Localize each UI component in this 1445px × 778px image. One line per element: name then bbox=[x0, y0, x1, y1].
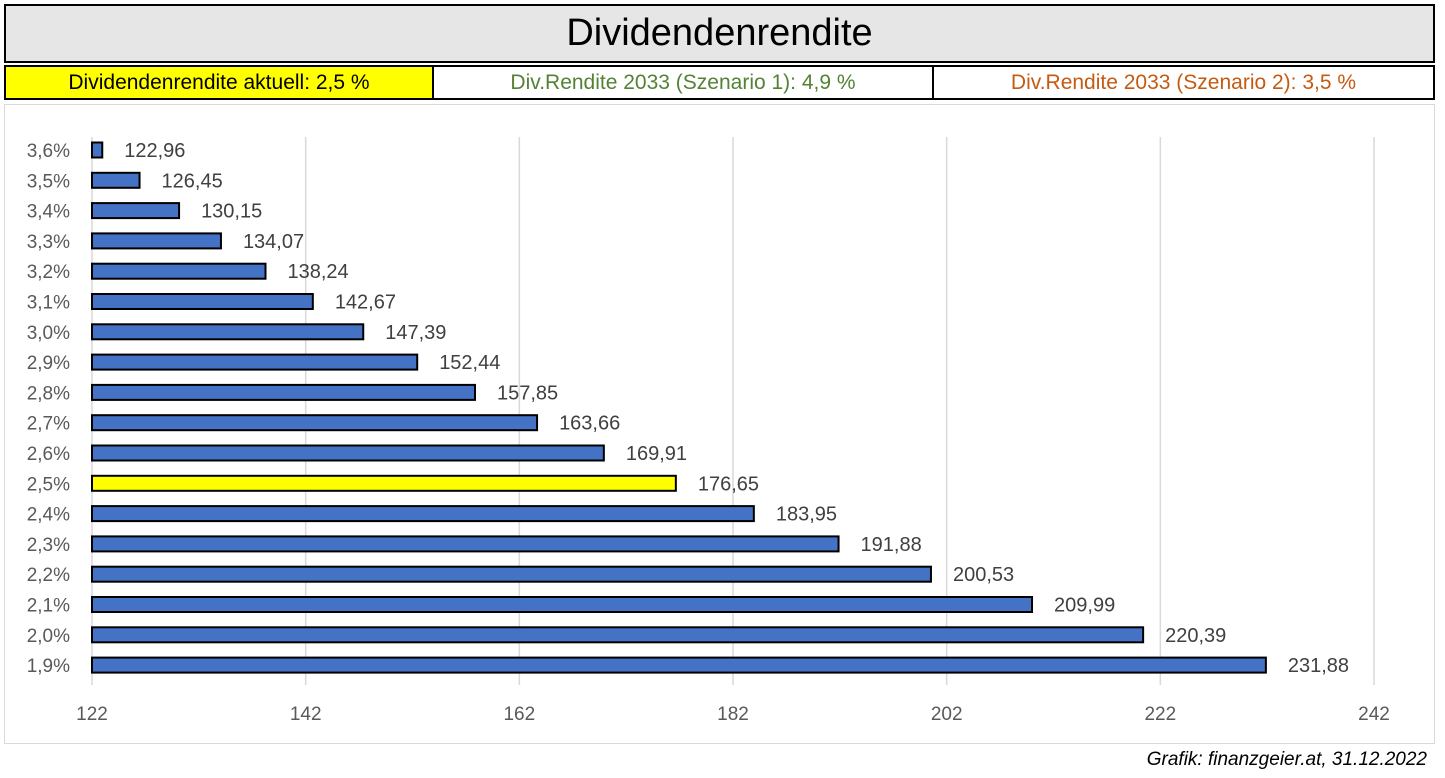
data-label: 200,53 bbox=[953, 564, 1014, 586]
data-label: 122,96 bbox=[124, 140, 185, 162]
data-label: 130,15 bbox=[201, 201, 262, 223]
y-category-label: 2,0% bbox=[27, 626, 70, 647]
x-tick-label: 182 bbox=[717, 704, 749, 725]
credit-text: Grafik: finanzgeier.at, 31.12.2022 bbox=[1146, 749, 1427, 770]
scenario2-label: Div.Rendite 2033 (Szenario 2): 3,5 % bbox=[934, 65, 1435, 100]
data-label: 142,67 bbox=[335, 292, 396, 314]
bar bbox=[91, 323, 365, 341]
x-tick-label: 222 bbox=[1144, 704, 1176, 725]
bar bbox=[91, 353, 419, 371]
data-label: 183,95 bbox=[776, 504, 837, 526]
y-category-label: 2,8% bbox=[27, 383, 70, 404]
bar bbox=[91, 626, 1145, 644]
bar bbox=[91, 232, 222, 250]
data-label: 169,91 bbox=[626, 443, 687, 465]
bar bbox=[91, 596, 1034, 613]
data-label: 220,39 bbox=[1165, 625, 1226, 647]
current-yield-label: Dividendenrendite aktuell: 2,5 % bbox=[4, 65, 434, 100]
data-label: 176,65 bbox=[698, 473, 759, 495]
y-category-label: 2,6% bbox=[27, 444, 70, 465]
data-label: 134,07 bbox=[243, 231, 304, 253]
data-label: 126,45 bbox=[162, 170, 223, 192]
bar bbox=[91, 383, 476, 401]
y-category-label: 3,1% bbox=[27, 293, 70, 314]
y-category-label: 3,2% bbox=[27, 262, 70, 283]
bar bbox=[91, 171, 141, 189]
y-category-label: 3,5% bbox=[27, 171, 70, 192]
data-label: 147,39 bbox=[385, 322, 446, 344]
x-tick-label: 122 bbox=[76, 704, 108, 725]
y-category-label: 1,9% bbox=[27, 656, 70, 677]
y-category-label: 3,3% bbox=[27, 232, 70, 253]
bar bbox=[91, 141, 104, 159]
data-label: 231,88 bbox=[1288, 655, 1349, 677]
data-label: 209,99 bbox=[1054, 595, 1115, 617]
bar-highlighted bbox=[91, 474, 677, 492]
bar bbox=[91, 565, 932, 583]
bar bbox=[91, 535, 840, 553]
chart-title: Dividendenrendite bbox=[4, 4, 1435, 63]
data-label: 152,44 bbox=[439, 352, 500, 374]
bar bbox=[91, 444, 605, 462]
x-tick-label: 162 bbox=[503, 704, 535, 725]
data-label: 163,66 bbox=[559, 413, 620, 435]
data-label: 138,24 bbox=[287, 261, 348, 283]
bar bbox=[91, 293, 314, 310]
y-category-label: 3,0% bbox=[27, 323, 70, 344]
x-tick-label: 242 bbox=[1358, 704, 1390, 725]
data-label: 157,85 bbox=[497, 382, 558, 404]
bar bbox=[91, 505, 755, 523]
y-category-label: 2,7% bbox=[27, 414, 70, 435]
y-category-label: 2,2% bbox=[27, 565, 70, 586]
bar bbox=[91, 262, 267, 280]
chart-area: 122 142 162 182 202 222 242 3,6% 122,96 3,5% 126,4… bbox=[4, 104, 1435, 744]
info-row: Dividendenrendite aktuell: 2,5 % Div.Ren… bbox=[4, 65, 1435, 100]
y-category-label: 2,9% bbox=[27, 353, 70, 374]
bar-chart: 122 142 162 182 202 222 242 3,6% 122,96 3,5% 126,4… bbox=[27, 137, 1390, 725]
y-category-label: 3,6% bbox=[27, 141, 70, 162]
y-category-label: 2,4% bbox=[27, 505, 70, 526]
scenario1-label: Div.Rendite 2033 (Szenario 1): 4,9 % bbox=[434, 65, 934, 100]
x-tick-label: 202 bbox=[931, 704, 963, 725]
bar bbox=[91, 656, 1267, 674]
y-category-label: 3,4% bbox=[27, 202, 70, 223]
y-category-label: 2,5% bbox=[27, 474, 70, 495]
bar bbox=[91, 202, 181, 220]
y-category-label: 2,3% bbox=[27, 535, 70, 556]
bar bbox=[91, 414, 539, 432]
data-label: 191,88 bbox=[861, 534, 922, 556]
x-tick-label: 142 bbox=[290, 704, 322, 725]
y-category-label: 2,1% bbox=[27, 596, 70, 617]
